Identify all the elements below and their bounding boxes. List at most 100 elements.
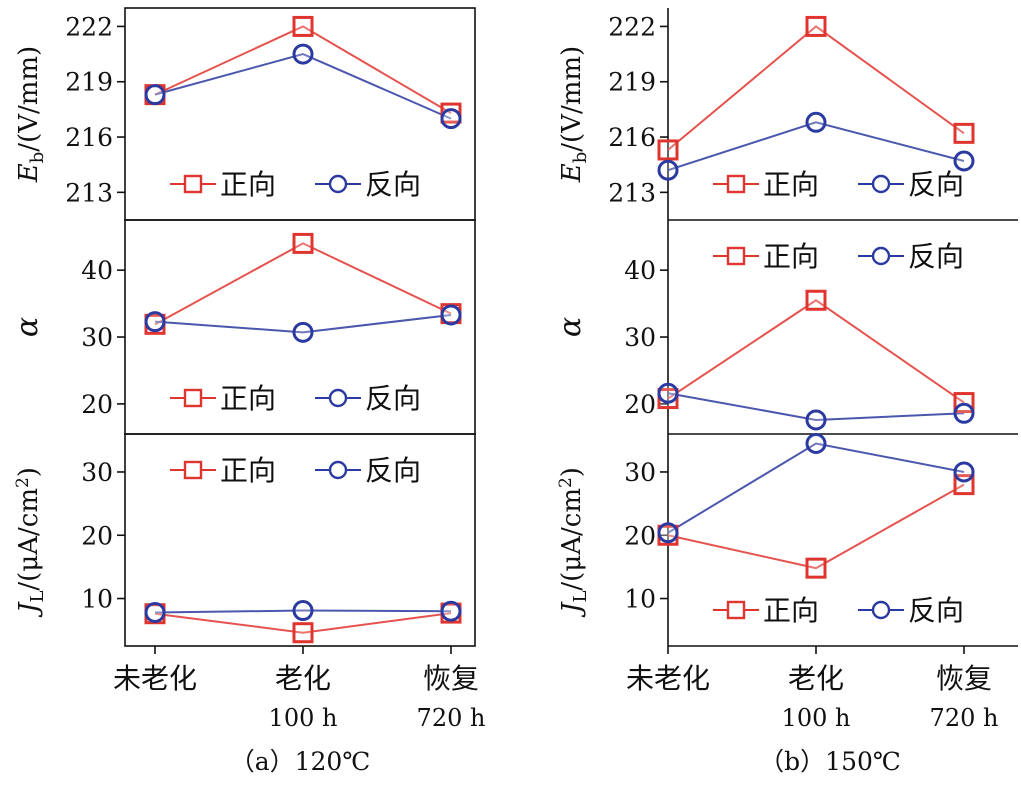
legend-forward-label: 正向 [763,594,819,627]
y-tick-label: 216 [608,123,656,152]
x-category-label: 老化 [275,662,331,695]
y-axis-label: α [553,317,588,337]
data-point-forward [292,15,314,37]
series-reverse-line [154,313,452,334]
y-label-superscript: 2 [13,477,33,488]
data-point-reverse [657,522,679,544]
legend-reverse-label: 反向 [908,594,964,627]
y-label-symbol: E [14,163,44,183]
x-category-label: 恢复 [423,662,479,695]
series-reverse-line [667,442,965,534]
data-point-reverse [657,382,679,404]
legend-reverse-marker [328,388,348,408]
panel-a-row-1: 20 30 40 α 正向 反向 [10,219,476,435]
series-reverse-line [154,609,452,614]
x-category-label: 恢复 [936,662,992,695]
y-axis-label: Eb/(V/mm) [14,46,48,183]
series-reverse-line [667,392,965,421]
y-label-subscript: L [27,591,48,603]
data-point-reverse [144,84,166,106]
panel-a-row-0: 213 216 219 222 Eb/(V/mm) 正向 反向 [14,7,476,221]
y-label-symbol: J [557,601,587,618]
legend-reverse-label: 反向 [908,168,964,201]
y-label-symbol: E [557,163,587,183]
plot-frame [124,7,476,221]
x-category-label: 未老化 [626,662,710,695]
y-label-unit-close: ) [14,467,44,477]
y-tick-label: 30 [624,323,656,352]
x-category-sublabel: 100 h [269,704,338,732]
legend-reverse-marker [328,460,348,480]
y-label-unit: /(V/mm) [14,46,44,152]
legend-forward-marker [726,174,746,194]
y-tick-label: 30 [81,323,113,352]
series-reverse-line [154,53,452,120]
data-point-reverse [953,402,975,424]
legend-forward-label: 正向 [220,168,276,201]
y-label-unit: /(μA/cm [557,488,587,591]
x-category-label: 老化 [788,662,844,695]
y-label-unit: /(μA/cm [14,488,44,591]
y-tick-label: 213 [65,178,113,207]
y-label-symbol: J [14,601,44,618]
legend-reverse-label: 反向 [365,382,421,415]
y-tick-label: 219 [65,68,113,97]
legend-forward-marker [726,600,746,620]
data-point-forward [292,622,314,644]
y-tick-label: 222 [65,12,113,41]
series-forward-line [154,612,452,634]
data-point-reverse [292,600,314,622]
legend-reverse-label: 反向 [908,240,964,273]
panel-b-row-1: 20 30 40 α 正向 反向 [553,220,1018,435]
legend-reverse-marker [871,246,891,266]
legend-reverse-marker [871,174,891,194]
series-forward-line [154,242,452,326]
y-tick-label: 20 [81,521,113,550]
y-tick-label: 10 [624,585,656,614]
y-axis-label: Eb/(V/mm) [557,46,591,183]
y-label-unit-close: ) [557,467,587,477]
data-point-reverse [657,159,679,181]
panel-caption: （a）120℃ [230,747,371,776]
y-label-subscript: L [570,591,591,603]
data-point-reverse [440,304,462,326]
y-label-subscript: b [570,152,591,164]
data-point-reverse [953,461,975,483]
plot-frame [124,433,476,647]
legend-forward-marker [183,174,203,194]
y-tick-label: 20 [624,521,656,550]
y-tick-label: 20 [81,390,113,419]
data-point-forward [953,122,975,144]
panel-b-row-0: 213 216 219 222 Eb/(V/mm) 正向 反向 [557,8,1018,221]
data-point-reverse [292,321,314,343]
data-point-forward [657,139,679,161]
legend-forward-label: 正向 [763,168,819,201]
data-point-forward [292,232,314,254]
x-category-sublabel: 720 h [417,704,486,732]
y-tick-label: 40 [624,256,656,285]
legend-forward-label: 正向 [763,240,819,273]
y-label-subscript: b [27,152,48,164]
y-axis-label: α [10,317,45,337]
data-point-reverse [144,311,166,333]
data-point-forward [805,15,827,37]
y-tick-label: 219 [608,68,656,97]
x-category-sublabel: 100 h [782,704,851,732]
data-point-reverse [440,108,462,130]
data-point-reverse [805,432,827,454]
legend-reverse-marker [328,174,348,194]
y-tick-label: 30 [81,458,113,487]
y-axis-label: JL/(μA/cm2) [556,467,591,618]
legend-forward-label: 正向 [220,454,276,487]
legend-forward-marker [726,246,746,266]
series-forward-line [667,25,965,151]
y-label-unit: /(V/mm) [557,46,587,152]
series-forward-line [667,299,965,404]
data-point-reverse [144,601,166,623]
legend-reverse-label: 反向 [365,168,421,201]
data-point-forward [805,557,827,579]
